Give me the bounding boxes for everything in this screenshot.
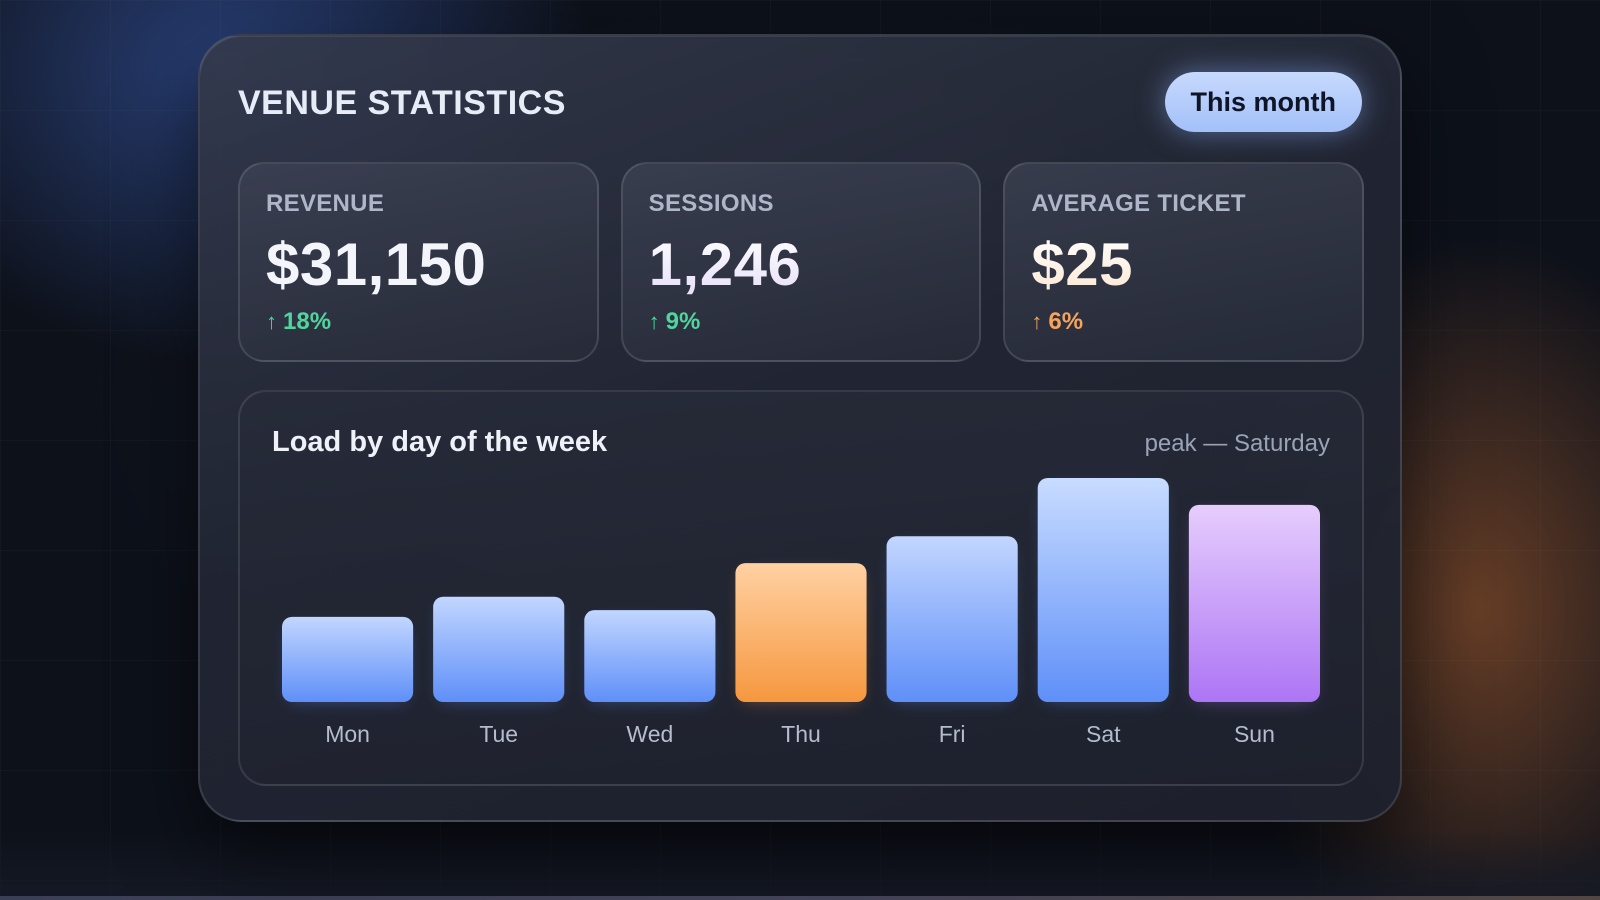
background-floor	[0, 830, 1600, 900]
period-filter-button[interactable]: This month	[1164, 72, 1362, 132]
chart-peak-note: peak — Saturday	[1144, 430, 1330, 457]
stat-change: ↑ 9%	[649, 308, 701, 336]
stat-change-value: 9%	[665, 308, 701, 335]
stat-value: 1,246	[648, 231, 802, 298]
bar-fri	[886, 536, 1018, 702]
card-title: VENUE STATISTICS	[238, 84, 566, 122]
stat-tile-average-ticket: AVERAGE TICKET $25 ↑ 6%	[1003, 162, 1365, 362]
bar-label-thu: Thu	[781, 721, 821, 747]
arrow-up-icon: ↑	[266, 309, 277, 334]
bar-label-sun: Sun	[1234, 721, 1275, 747]
weekly-load-chart-panel: Load by day of the week peak — Saturday …	[238, 390, 1364, 786]
bar-label-tue: Tue	[479, 721, 518, 747]
arrow-up-icon: ↑	[648, 309, 660, 334]
stat-tile-revenue: REVENUE $31,150 ↑ 18%	[238, 162, 599, 362]
bar-tue	[433, 596, 565, 702]
bar-label-sat: Sat	[1086, 721, 1121, 747]
stat-label: AVERAGE TICKET	[1031, 190, 1246, 217]
venue-statistics-card: VENUE STATISTICS This month REVENUE $31,…	[198, 34, 1402, 822]
chart-title: Load by day of the week	[272, 426, 608, 458]
bar-wed	[584, 610, 716, 702]
stat-label: REVENUE	[266, 190, 385, 217]
bar-label-fri: Fri	[939, 721, 966, 747]
stat-change: ↑ 6%	[1031, 308, 1083, 336]
stat-change-value: 6%	[1048, 308, 1084, 335]
stat-label: SESSIONS	[648, 190, 774, 217]
bar-label-mon: Mon	[325, 721, 370, 747]
bar-sun	[1188, 504, 1320, 702]
stat-change-value: 18%	[283, 308, 332, 335]
arrow-up-icon: ↑	[1031, 309, 1043, 334]
stats-row: REVENUE $31,150 ↑ 18% SESSIONS 1,246 ↑ 9…	[238, 162, 1365, 362]
stat-value: $25	[1031, 231, 1133, 298]
bar-mon	[282, 616, 414, 702]
bar-label-wed: Wed	[626, 721, 673, 747]
stat-change: ↑ 18%	[266, 308, 331, 336]
bar-sat	[1037, 478, 1169, 702]
stat-value: $31,150	[266, 231, 487, 298]
bar-thu	[735, 563, 867, 702]
background-floor-edge	[0, 896, 1600, 900]
stat-tile-sessions: SESSIONS 1,246 ↑ 9%	[620, 162, 982, 362]
bar-chart: Mon Tue Wed Thu Fri Sat Sun	[282, 478, 1320, 747]
